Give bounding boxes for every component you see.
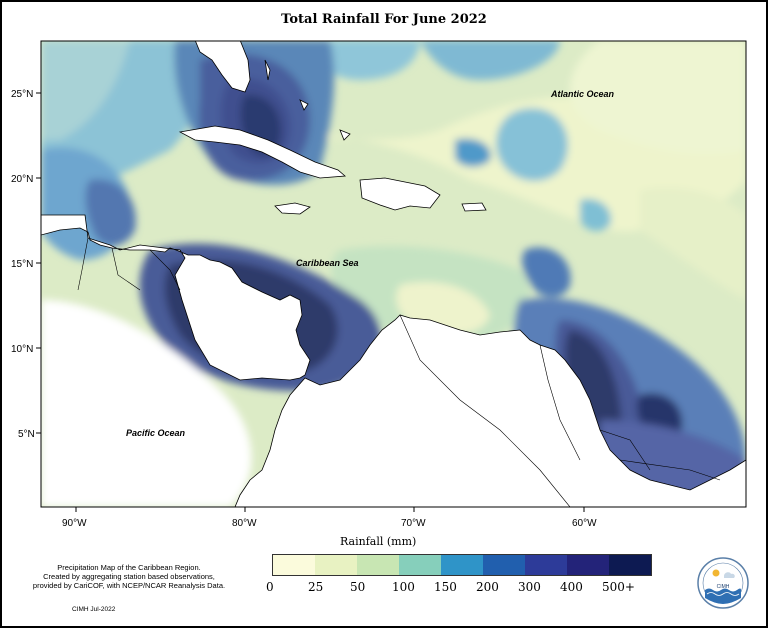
lon-tick-60: 60°W bbox=[572, 518, 597, 529]
map-caption: Precipitation Map of the Caribbean Regio… bbox=[14, 563, 244, 590]
rainfall-legend bbox=[272, 554, 652, 576]
legend-swatch-8 bbox=[609, 555, 651, 575]
label-pacific-ocean: Pacific Ocean bbox=[126, 428, 186, 438]
legend-label-8: 500+ bbox=[602, 580, 635, 594]
legend-label-7: 400 bbox=[560, 580, 583, 594]
label-caribbean-sea: Caribbean Sea bbox=[296, 258, 359, 268]
lat-axis: 25°N 20°N 15°N 10°N 5°N bbox=[11, 89, 41, 440]
legend-title: Rainfall (mm) bbox=[340, 535, 417, 548]
legend-label-6: 300 bbox=[518, 580, 541, 594]
legend-label-0: 0 bbox=[266, 580, 274, 594]
lat-tick-25: 25°N bbox=[11, 89, 33, 100]
borders bbox=[77, 237, 721, 507]
legend-swatch-3 bbox=[399, 555, 441, 575]
lon-tick-70: 70°W bbox=[401, 518, 426, 529]
legend-label-4: 150 bbox=[434, 580, 457, 594]
lon-axis: 90°W 80°W 70°W 60°W bbox=[62, 507, 597, 529]
legend-swatch-0 bbox=[273, 555, 315, 575]
lat-tick-20: 20°N bbox=[11, 174, 33, 185]
caption-line-1: Precipitation Map of the Caribbean Regio… bbox=[57, 563, 201, 572]
legend-swatch-5 bbox=[483, 555, 525, 575]
label-atlantic-ocean: Atlantic Ocean bbox=[550, 89, 615, 99]
legend-label-3: 100 bbox=[392, 580, 415, 594]
sun-icon bbox=[712, 569, 720, 577]
map-title: Total Rainfall For June 2022 bbox=[281, 12, 487, 27]
legend-label-5: 200 bbox=[476, 580, 499, 594]
lon-tick-80: 80°W bbox=[232, 518, 257, 529]
legend-label-1: 25 bbox=[308, 580, 324, 594]
logo-text: CIMH bbox=[717, 584, 730, 590]
rainfall-field bbox=[41, 41, 746, 507]
cloud-icon bbox=[724, 572, 735, 578]
legend-labels: 0 25 50 100 150 200 300 400 500+ bbox=[264, 580, 644, 598]
legend-swatch-7 bbox=[567, 555, 609, 575]
legend-label-2: 50 bbox=[350, 580, 366, 594]
lat-tick-15: 15°N bbox=[11, 259, 33, 270]
legend-swatch-4 bbox=[441, 555, 483, 575]
lat-tick-10: 10°N bbox=[11, 344, 33, 355]
caption-line-3: provided by CariCOF, with NCEP/NCAR Rean… bbox=[32, 581, 226, 590]
legend-swatch-1 bbox=[315, 555, 357, 575]
caption-line-2: Created by aggregating station based obs… bbox=[43, 572, 215, 581]
cimh-logo: CIMH bbox=[697, 557, 749, 609]
legend-swatch-6 bbox=[525, 555, 567, 575]
lon-tick-90: 90°W bbox=[62, 518, 87, 529]
map-frame bbox=[40, 40, 747, 508]
legend-swatch-2 bbox=[357, 555, 399, 575]
lat-tick-5: 5°N bbox=[18, 429, 35, 440]
land-masses bbox=[41, 41, 746, 507]
credit-text: CIMH Jul-2022 bbox=[72, 606, 116, 613]
